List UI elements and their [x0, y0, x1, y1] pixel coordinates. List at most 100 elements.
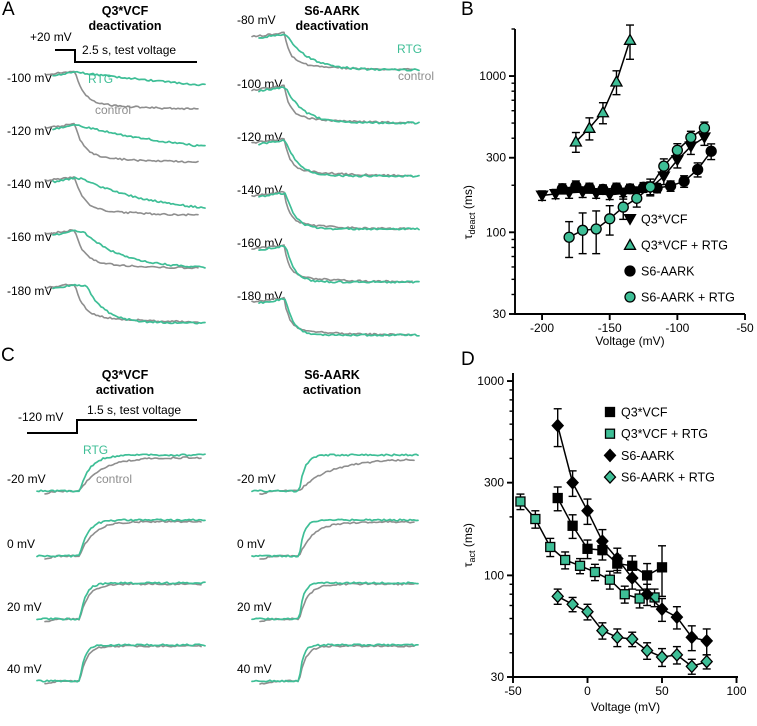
svg-text:Q3*VCF + RTG: Q3*VCF + RTG: [621, 427, 708, 441]
ticks: -200 -150 -100 -50 30 100 300 1000: [479, 28, 754, 335]
trace-plot-c-0-2: [36, 581, 206, 623]
trace-plot-a-1-3: [251, 190, 420, 231]
title-line2: deactivation: [295, 19, 369, 33]
svg-text:-50: -50: [736, 321, 754, 335]
rtg-trace: [52, 176, 206, 209]
svg-text:Q3*VCF: Q3*VCF: [621, 406, 668, 420]
protocol-a-diagram: [55, 49, 197, 63]
trace-plot-a-0-4: [45, 283, 206, 325]
svg-text:S6-AARK + RTG: S6-AARK + RTG: [621, 471, 715, 485]
panel-a-right-title: S6-AARK deactivation: [262, 4, 402, 34]
rtg-trace: [258, 139, 420, 178]
panel-c-left-title: Q3*VCF activation: [55, 368, 195, 398]
control-trace: [45, 229, 199, 270]
svg-text:30: 30: [491, 670, 505, 684]
svg-text:100: 100: [486, 225, 506, 239]
trace-plot-c-1-1: [251, 518, 419, 560]
svg-text:S6-AARK: S6-AARK: [621, 449, 675, 463]
svg-text:S6-AARK: S6-AARK: [641, 265, 695, 279]
control-trace: [44, 582, 202, 623]
svg-text:S6-AARK + RTG: S6-AARK + RTG: [641, 291, 735, 305]
trace-plot-c-1-2: [251, 581, 419, 623]
rtg-trace: [36, 453, 206, 493]
title-line2: activation: [302, 383, 362, 397]
series-s6-aark: [556, 143, 717, 196]
trace-voltage-label: 20 mV: [237, 600, 272, 614]
trace-plot-c-0-1: [36, 518, 206, 560]
trace-plot-a-0-2: [45, 176, 206, 217]
rtg-trace: [258, 33, 420, 72]
protocol-a-holding-label: +20 mV: [30, 30, 72, 44]
control-trace: [259, 644, 415, 685]
trace-voltage-label: -100 mV: [7, 71, 53, 85]
trace-plot-a-0-0: [45, 70, 206, 111]
protocol-c-diagram: [27, 419, 197, 434]
panel-letter-a: A: [2, 0, 15, 20]
control-trace: [251, 84, 413, 125]
trace-voltage-label: 40 mV: [237, 662, 272, 676]
series-q3-vcf-rtg: [569, 24, 637, 154]
trace-plot-a-1-1: [251, 84, 420, 125]
svg-text:Q3*VCF + RTG: Q3*VCF + RTG: [641, 239, 728, 253]
title-line1: Q3*VCF: [101, 368, 149, 382]
svg-text:100: 100: [726, 684, 746, 698]
rtg-label: RTG: [83, 443, 109, 457]
title-line2: deactivation: [88, 19, 162, 33]
svg-text:Q3*VCF: Q3*VCF: [641, 213, 688, 227]
rtg-trace: [36, 581, 206, 621]
trace-plot-c-0-0: [36, 453, 206, 495]
svg-text:30: 30: [493, 307, 507, 321]
control-trace: [44, 520, 202, 560]
control-trace: [45, 70, 199, 111]
panel-letter-d: D: [461, 349, 475, 370]
trace-voltage-label: -80 mV: [237, 13, 276, 27]
trace-plot-a-1-2: [251, 137, 420, 178]
rtg-trace: [258, 244, 420, 284]
svg-text:-150: -150: [598, 321, 622, 335]
control-label: control: [398, 69, 435, 83]
control-trace: [251, 244, 413, 284]
rtg-label: RTG: [397, 42, 423, 56]
title-line1: Q3*VCF: [101, 4, 149, 18]
title-line1: S6-AARK: [304, 368, 360, 382]
control-trace: [251, 190, 413, 231]
trace-plot-c-1-3: [251, 643, 419, 685]
chart-b-tau-deact: -200 -150 -100 -50301003001000Q3*VCFQ3*VCF …: [479, 24, 754, 335]
trace-voltage-label: 0 mV: [237, 537, 266, 551]
rtg-trace: [52, 229, 206, 269]
trace-voltage-label: -160 mV: [7, 230, 53, 244]
trace-voltage-label: -180 mV: [7, 284, 53, 298]
protocol-a-test-label: 2.5 s, test voltage: [82, 43, 177, 57]
rtg-trace: [251, 643, 419, 683]
panel-c-right-title: S6-AARK activation: [262, 368, 402, 398]
panel-a-left-title: Q3*VCF deactivation: [55, 4, 195, 34]
rtg-trace: [251, 453, 419, 493]
control-trace: [259, 520, 415, 560]
control-trace: [45, 122, 199, 164]
control-trace: [259, 458, 415, 496]
trace-voltage-label: -20 mV: [237, 472, 276, 486]
svg-text:1000: 1000: [477, 374, 504, 388]
rtg-trace: [36, 518, 206, 558]
svg-text:100: 100: [484, 568, 504, 582]
trace-plot-c-1-0: [251, 453, 419, 496]
ticks: -50 0 50 100 30 100 300 1000: [477, 374, 747, 698]
panel-letter-c: C: [1, 345, 15, 366]
legend: Q3*VCF Q3*VCF + RTG S6-AARK S6-AARK + RTG: [603, 406, 715, 485]
rtg-trace: [251, 518, 419, 558]
rtg-trace: [251, 581, 419, 621]
trace-plot-a-1-4: [251, 244, 420, 284]
control-trace: [259, 582, 415, 623]
title-line1: S6-AARK: [304, 4, 360, 18]
rtg-trace: [36, 643, 206, 683]
series-s6-aark: [551, 408, 714, 656]
trace-plot-a-1-5: [251, 296, 420, 337]
chart-d-tau-act: -50 0 50 100 30 100 300 1000 Q3*VCF Q3*VCF + RTG S…: [477, 373, 747, 698]
trace-voltage-label: 40 mV: [7, 662, 42, 676]
svg-text:50: 50: [655, 684, 669, 698]
protocol-c-test-label: 1.5 s, test voltage: [87, 403, 182, 417]
series-q3-vcf-rtg: [515, 493, 660, 609]
trace-voltage-label: 20 mV: [7, 600, 42, 614]
trace-plot-a-1-0: [251, 31, 420, 72]
